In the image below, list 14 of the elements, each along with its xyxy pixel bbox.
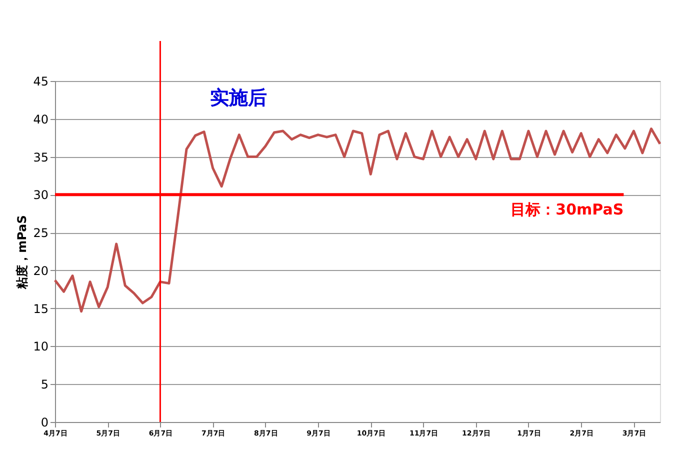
line-series [54,127,662,313]
y-tick-label: 40 [33,112,48,126]
y-tick-label: 20 [33,264,48,278]
y-tick-label: 10 [33,340,48,354]
y-tick-label: 30 [33,188,48,202]
y-tick-label: 25 [33,226,48,240]
ref-line-label: 目标：30mPaS [510,200,624,219]
y-axis-title: 粘度，mPaS [15,215,30,290]
y-tick-label: 0 [40,416,48,430]
annotation: 实施后 [210,87,267,109]
y-tick-label: 45 [33,74,48,88]
y-tick-label: 35 [33,150,48,164]
y-tick-label: 15 [33,302,48,316]
y-tick-label: 5 [40,378,48,392]
